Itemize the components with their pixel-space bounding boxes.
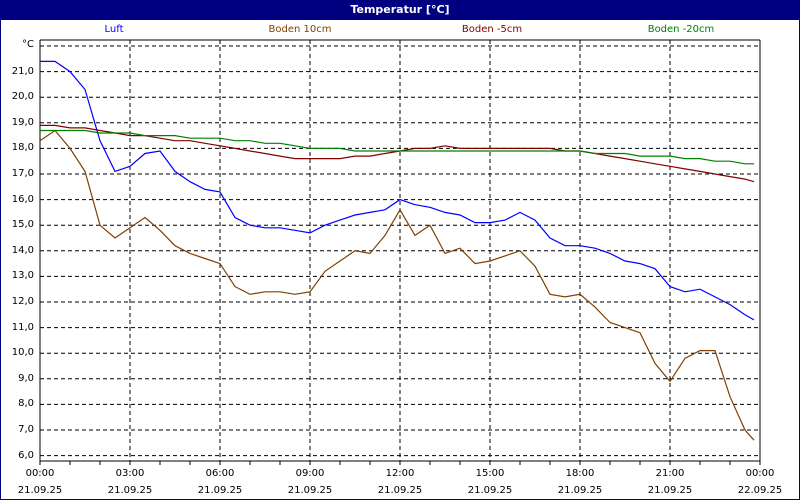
x-tick-label: 18:00 21.09.25: [557, 468, 603, 496]
y-tick-label: 13,0: [11, 270, 34, 282]
x-tick-label: 09:00 21.09.25: [287, 468, 333, 496]
y-tick-label: 8,0: [18, 398, 34, 410]
series-line: [40, 129, 754, 165]
y-tick-label: 15,0: [11, 219, 34, 231]
x-tick-label: 21:00 21.09.25: [647, 468, 693, 496]
legend-item: Boden -20cm: [647, 24, 715, 35]
y-tick-label: 10,0: [11, 347, 34, 359]
y-tick-label: 16,0: [11, 193, 34, 205]
y-tick-label: 6,0: [18, 449, 34, 461]
x-tick-label: 12:00 21.09.25: [377, 468, 423, 496]
legend-item: Luft: [104, 24, 124, 35]
series-line: [39, 129, 755, 441]
y-tick-label: 11,0: [11, 321, 34, 333]
y-tick-label: 9,0: [18, 372, 34, 384]
chart-title: Temperatur [°C]: [0, 0, 800, 20]
x-tick-label: 15:00 21.09.25: [467, 468, 513, 496]
x-tick-label: 00:00 22.09.25: [737, 468, 783, 496]
x-tick-label: 00:00 21.09.25: [17, 468, 63, 496]
legend-item: Boden -5cm: [461, 24, 523, 35]
y-unit-label: °C: [22, 39, 34, 50]
x-tick-label: 03:00 21.09.25: [107, 468, 153, 496]
y-tick-label: 20,0: [11, 91, 34, 103]
y-tick-label: 17,0: [11, 168, 34, 179]
y-tick-label: 7,0: [18, 424, 34, 435]
y-tick-label: 14,0: [11, 244, 34, 256]
x-tick-label: 06:00 21.09.25: [197, 468, 243, 496]
y-tick-label: 19,0: [11, 116, 34, 128]
y-tick-label: 12,0: [11, 296, 34, 307]
legend-item: Boden 10cm: [268, 24, 332, 35]
y-tick-label: 18,0: [11, 142, 34, 154]
series-line: [40, 60, 755, 321]
y-tick-label: 21,0: [11, 65, 34, 77]
